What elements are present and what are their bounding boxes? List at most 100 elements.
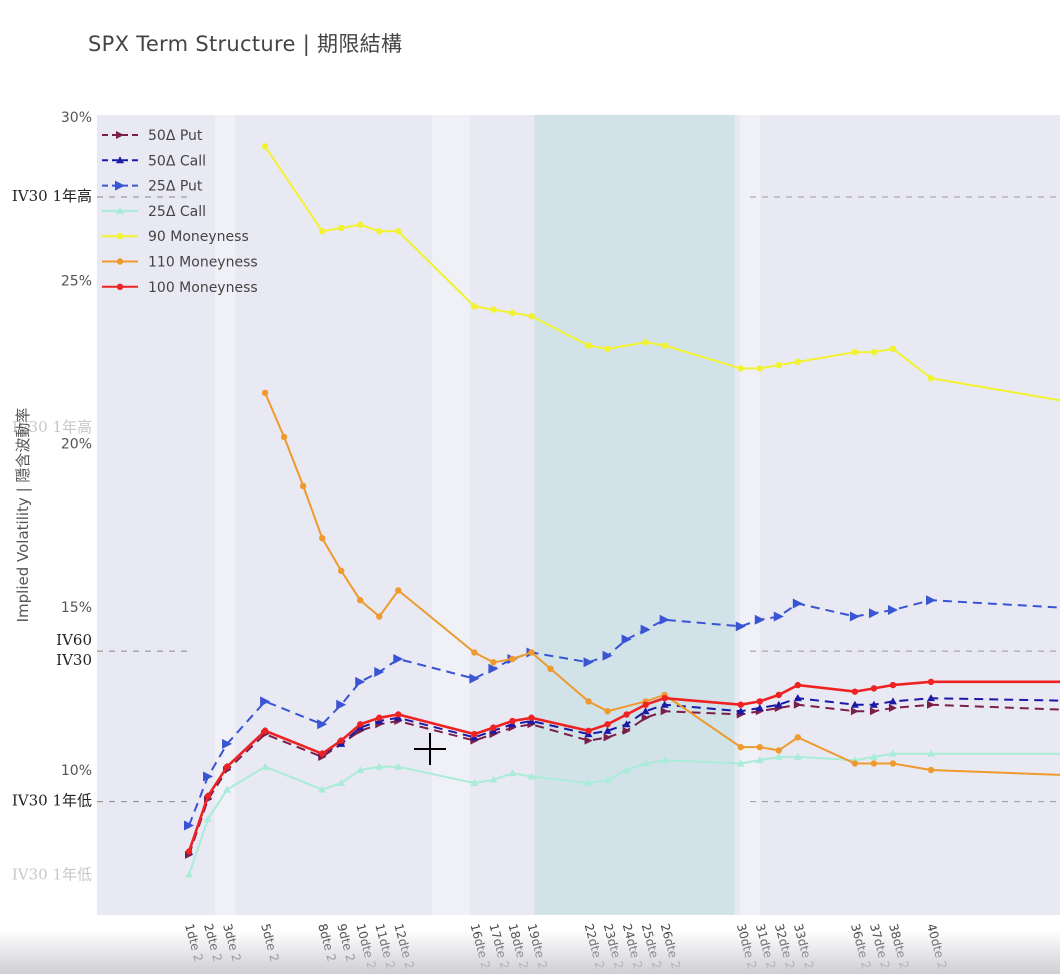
data-point [203,771,214,782]
data-point [509,655,516,663]
data-point [547,665,554,672]
data-point [756,365,763,372]
series-25-put [184,595,1060,831]
data-point [376,228,383,235]
data-point [927,749,935,757]
data-point [318,228,326,235]
data-point [583,657,594,668]
series-90-moneyness [261,143,1060,402]
data-point [850,700,859,708]
data-point [602,650,613,661]
data-point [793,700,802,709]
data-point [869,752,878,760]
data-point [851,348,859,356]
data-point [528,649,535,656]
data-point [888,749,897,757]
data-point [736,759,745,767]
legend-label: 25Δ Call [148,204,206,220]
data-point [603,733,612,742]
data-point [870,348,878,356]
data-point [794,358,802,366]
crosshair-cursor [414,733,446,765]
legend: 50Δ Put 50Δ Call 25Δ Put 25Δ Call 90 Moneyne… [102,128,258,296]
reference-label: IV60 [56,631,92,649]
data-point [870,685,878,692]
chart-title: SPX Term Structure | 期限結構 [88,32,403,56]
data-point [116,258,124,265]
data-point [488,663,499,674]
data-point [376,714,383,721]
data-point [604,708,611,715]
data-point [204,814,213,822]
y-tick-label: 30% [61,110,92,126]
data-point [374,667,385,678]
data-point [661,342,668,349]
data-point [641,707,650,715]
data-point [489,775,498,783]
data-point [641,759,650,767]
data-point [661,694,668,702]
data-point [260,696,271,707]
y-tick-label: 15% [61,600,92,616]
data-point [737,743,744,751]
series-line [188,703,1060,856]
data-point [869,700,878,708]
data-point [509,717,516,725]
data-point [490,306,497,313]
data-point [927,678,935,686]
y-tick-label: 20% [61,437,92,453]
data-point [737,701,744,708]
data-point [737,365,744,372]
data-point [623,711,630,718]
data-point [888,703,897,712]
data-point [755,756,764,764]
shaded-band [534,115,735,915]
data-point [604,721,611,728]
data-point [395,228,402,235]
data-point [756,698,763,705]
data-point [927,766,935,774]
legend-label: 90 Moneyness [148,229,249,245]
data-point [887,605,898,616]
data-point [471,730,478,738]
data-point [736,707,745,715]
data-point [185,848,193,855]
data-point [604,345,611,353]
plot-stripe-1 [432,115,470,915]
data-point [508,769,517,777]
data-point [756,743,763,751]
data-point [660,707,669,716]
data-point [889,681,897,689]
data-point [793,752,802,760]
data-point [622,726,631,735]
data-point [116,206,124,214]
data-point [357,221,364,228]
series-110-moneyness [261,389,1060,776]
series-line [188,599,1060,826]
reference-label: IV30 1年高 [12,187,92,205]
data-point [222,738,233,749]
data-point [735,621,746,632]
data-point [927,375,935,382]
data-point [773,611,784,622]
data-point [355,676,366,687]
data-point [115,180,125,191]
data-point [490,724,497,731]
data-point [490,659,497,666]
legend-label: 50Δ Put [148,128,203,144]
data-point [585,698,592,705]
data-point [640,624,651,635]
data-point [889,760,897,767]
data-point [223,763,231,770]
y-axis-title: Implied Volatility | 隱含波動率 [14,408,32,623]
data-point [280,433,288,441]
plot-stripe-0 [215,115,235,915]
y-tick-label: 25% [61,273,92,289]
data-point [116,233,124,240]
data-point [394,762,403,770]
data-point [261,727,269,735]
data-point [204,792,212,800]
data-point [851,760,859,767]
data-point [794,734,802,741]
